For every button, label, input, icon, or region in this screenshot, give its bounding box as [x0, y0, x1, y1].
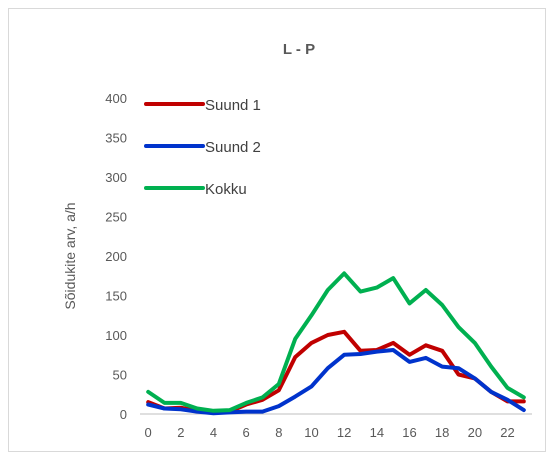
y-tick-label: 100: [105, 328, 127, 343]
x-axis-ticks: 0 2 4 6 8 10 12 14 16 18 20 22: [145, 425, 515, 440]
y-tick-label: 150: [105, 289, 127, 304]
x-tick-label: 14: [370, 425, 384, 440]
x-tick-label: 10: [304, 425, 318, 440]
y-tick-label: 0: [120, 407, 127, 422]
y-axis-title: Sõidukite arv, a/h: [62, 202, 78, 309]
legend-label-suund-2: Suund 2: [205, 139, 261, 156]
y-tick-label: 250: [105, 210, 127, 225]
x-tick-label: 18: [435, 425, 449, 440]
x-tick-label: 2: [177, 425, 184, 440]
legend-label-suund-1: Suund 1: [205, 97, 261, 114]
x-tick-label: 16: [402, 425, 416, 440]
series-lines: [146, 271, 526, 416]
y-tick-label: 300: [105, 170, 127, 185]
series-line-suund-2: [146, 348, 526, 416]
x-tick-label: 4: [210, 425, 217, 440]
x-tick-label: 12: [337, 425, 351, 440]
x-tick-label: 6: [243, 425, 250, 440]
y-tick-label: 200: [105, 249, 127, 264]
x-tick-label: 0: [145, 425, 152, 440]
chart-container: L - P Sõidukite arv, a/h 0 50 100 150 200 250…: [8, 8, 546, 452]
y-tick-label: 50: [113, 368, 127, 383]
legend: Suund 1 Suund 2 Kokku: [144, 97, 261, 198]
series-line-kokku: [146, 271, 526, 413]
chart-title: L - P: [283, 41, 315, 58]
legend-label-kokku: Kokku: [205, 181, 247, 198]
x-tick-label: 8: [275, 425, 282, 440]
line-chart: L - P Sõidukite arv, a/h 050100150200250…: [62, 41, 532, 440]
y-tick-label: 400: [105, 91, 127, 106]
y-axis-ticks: 0 50 100 150 200 250 300 350 400: [105, 91, 127, 422]
y-tick-label: 350: [105, 131, 127, 146]
x-tick-label: 22: [500, 425, 514, 440]
x-tick-label: 20: [468, 425, 482, 440]
